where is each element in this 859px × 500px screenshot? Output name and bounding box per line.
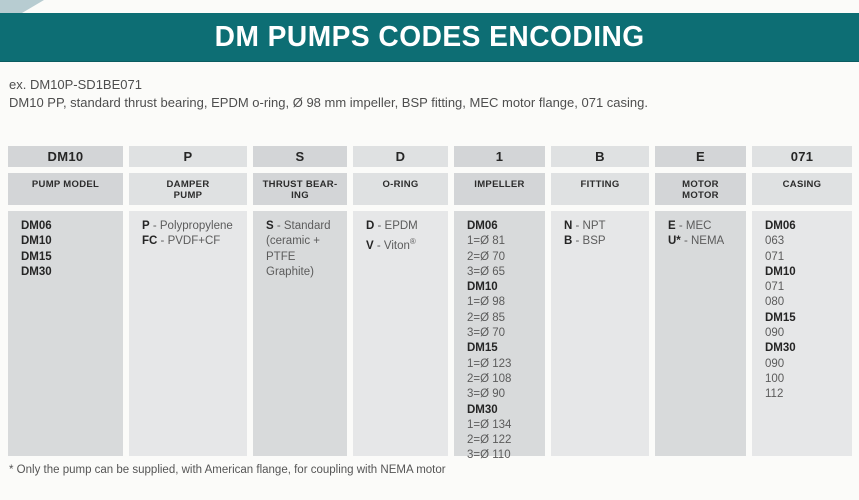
footnote: * Only the pump can be supplied, with Am…: [9, 464, 446, 476]
body-line: PTFE Graphite): [266, 250, 314, 278]
column-label: CASING: [752, 173, 852, 205]
body-line: 071: [765, 281, 785, 294]
body-cell: P - Polypropylene FC - PVDF+CF: [129, 211, 247, 456]
code-cell: DM10: [8, 146, 123, 167]
body-line: DM06: [21, 220, 52, 232]
body-line: DM30: [467, 403, 498, 416]
body-line: 112: [765, 388, 784, 401]
body-cell: S - Standard (ceramic + PTFE Graphite): [253, 211, 347, 456]
body-line: E - MEC: [668, 220, 712, 232]
body-line: 1=Ø 81: [467, 235, 506, 248]
body-line: 090: [765, 357, 785, 370]
corner-accent-shape: [0, 0, 44, 13]
body-line: B - BSP: [564, 235, 606, 248]
body-cell: DM06 063 071 DM10 071 080 DM15 090 DM30 090 100 112: [752, 211, 852, 456]
body-line: (ceramic +: [266, 235, 320, 248]
body-line: 080: [765, 296, 785, 309]
example-code-line: ex. DM10P-SD1BE071: [9, 77, 142, 92]
body-line: DM10: [467, 281, 498, 294]
code-cell: 1: [454, 146, 545, 167]
column-label: DAMPER PUMP: [129, 173, 247, 205]
body-line: DM06: [467, 220, 498, 232]
body-line: 1=Ø 123: [467, 357, 512, 370]
code-cell: D: [353, 146, 448, 167]
body-line: DM06: [765, 220, 796, 232]
body-line: 3=Ø 90: [467, 388, 506, 401]
body-line: DM10: [765, 265, 796, 278]
example-description-line: DM10 PP, standard thrust bearing, EPDM o…: [9, 95, 648, 110]
column-label: PUMP MODEL: [8, 173, 123, 205]
body-line: 2=Ø 70: [467, 250, 506, 263]
body-line: 2=Ø 122: [467, 434, 512, 447]
body-line: 2=Ø 108: [467, 372, 512, 385]
codes-table: DM10 PUMP MODEL DM06 DM10 DM15 DM30 P DAMPER PU…: [8, 146, 852, 461]
body-cell: E - MEC U* - NEMA: [655, 211, 746, 456]
code-cell: P: [129, 146, 247, 167]
body-line: 100: [765, 372, 785, 385]
body-line: 3=Ø 65: [467, 265, 506, 278]
body-line: DM30: [21, 265, 52, 278]
body-line: D - EPDM: [366, 220, 418, 232]
body-cell: DM06 DM10 DM15 DM30: [8, 211, 123, 456]
body-line: 3=Ø 70: [467, 327, 506, 340]
body-line: DM15: [765, 311, 796, 324]
body-line: V - Viton®: [366, 237, 416, 253]
title-banner: DM PUMPS CODES ENCODING: [0, 13, 859, 62]
body-line: 071: [765, 250, 785, 263]
body-cell: N - NPT B - BSP: [551, 211, 649, 456]
body-line: FC - PVDF+CF: [142, 235, 221, 248]
body-cell: D - EPDM V - Viton®: [353, 211, 448, 456]
body-line: 2=Ø 85: [467, 311, 506, 324]
body-line: DM15: [467, 342, 498, 355]
code-cell: S: [253, 146, 347, 167]
example-block: ex. DM10P-SD1BE071 DM10 PP, standard thr…: [9, 76, 648, 112]
body-line: U* - NEMA: [668, 235, 725, 248]
body-line: DM15: [21, 250, 52, 263]
code-cell: 071: [752, 146, 852, 167]
body-line: 3=Ø 110: [467, 449, 511, 462]
column-label: O-RING: [353, 173, 448, 205]
body-line: 090: [765, 327, 785, 340]
column-label: IMPELLER: [454, 173, 545, 205]
body-line: 063: [765, 235, 785, 248]
body-line: N - NPT: [564, 220, 606, 232]
code-cell: E: [655, 146, 746, 167]
column-label: THRUST BEAR- ING: [253, 173, 347, 205]
code-cell: B: [551, 146, 649, 167]
page-title: DM PUMPS CODES ENCODING: [214, 20, 645, 53]
body-line: DM30: [765, 342, 796, 355]
column-label: FITTING: [551, 173, 649, 205]
body-line: 1=Ø 134: [467, 418, 512, 431]
column-label: MOTOR MOTOR: [655, 173, 746, 205]
body-cell: DM06 1=Ø 81 2=Ø 70 3=Ø 65 DM10 1=Ø 98 2=Ø 85 3=…: [454, 211, 545, 461]
body-line: P - Polypropylene: [142, 220, 233, 232]
body-line: DM10: [21, 235, 52, 248]
body-line: S - Standard: [266, 220, 331, 232]
body-line: 1=Ø 98: [467, 296, 506, 309]
